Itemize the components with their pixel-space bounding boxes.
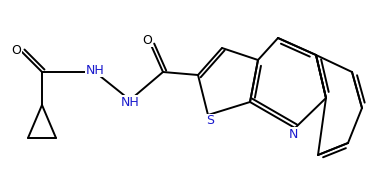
Text: NH: NH (86, 64, 105, 77)
Text: NH: NH (121, 96, 139, 108)
Text: N: N (288, 127, 298, 140)
Text: O: O (142, 33, 152, 46)
Text: S: S (206, 114, 214, 127)
Text: O: O (11, 43, 21, 57)
